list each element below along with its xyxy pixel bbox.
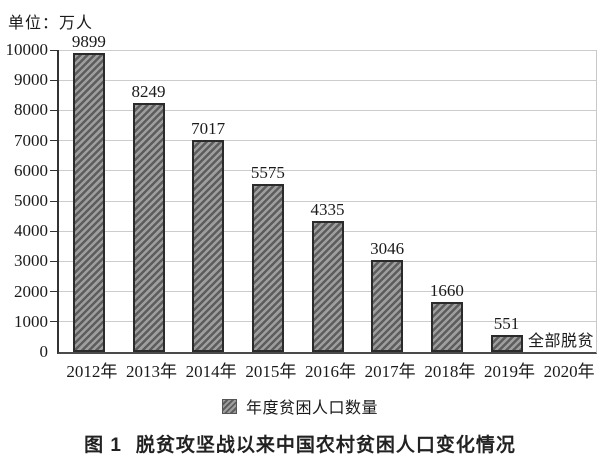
y-tick-label: 0 (39, 342, 49, 361)
gridline (59, 140, 596, 142)
bar-value-label: 5575 (250, 163, 285, 182)
gridline (59, 170, 596, 172)
x-tick-label: 2017年 (364, 362, 416, 381)
x-tick-label: 2019年 (484, 362, 535, 381)
figure-caption: 图 1 脱贫攻坚战以来中国农村贫困人口变化情况 (0, 430, 600, 457)
y-axis-tick (50, 140, 57, 142)
bar (371, 260, 404, 352)
x-tick-label: 2012年 (66, 362, 118, 381)
gridline (59, 79, 596, 81)
bar (490, 335, 523, 352)
y-tick-label: 9000 (14, 70, 48, 90)
y-tick-label: 1000 (14, 311, 48, 331)
x-tick-label: 2013年 (126, 362, 177, 381)
x-tick-label: 2018年 (424, 362, 476, 381)
legend-label: 年度贫困人口数量 (245, 400, 378, 417)
unit-label: 单位：万人 (8, 15, 94, 32)
y-tick-label: 8000 (14, 100, 48, 120)
bar-value-label: 4335 (310, 200, 345, 219)
plot-area: 0 1000 2000 3000 4000 5000 6000 7000 8000 9000 100… (6, 33, 597, 381)
bar-value-label: 1660 (429, 281, 464, 300)
gridline (59, 200, 596, 202)
y-axis-tick (50, 260, 57, 262)
bar-value-label: 7017 (191, 119, 226, 138)
bar (311, 221, 344, 352)
x-tick-label: 2016年 (305, 362, 356, 381)
x-tick-label: 2014年 (185, 362, 237, 381)
bar (192, 140, 225, 352)
y-tick-label: 2000 (14, 281, 48, 301)
y-tick-label: 5000 (14, 191, 48, 210)
x-tick-label: 2015年 (245, 362, 297, 381)
y-tick-label: 6000 (14, 160, 48, 180)
y-axis-tick (50, 321, 57, 323)
bar-value-label: 9899 (71, 32, 106, 51)
y-axis-tick (50, 200, 57, 202)
y-axis-tick (50, 230, 57, 232)
gridline (59, 49, 596, 51)
legend-swatch-hatched (221, 398, 237, 414)
bar (430, 302, 463, 352)
y-tick-label: 10000 (5, 40, 49, 59)
bar (251, 184, 284, 352)
bar-value-label: 3046 (370, 239, 405, 258)
y-tick-label: 3000 (14, 251, 48, 271)
zero-annotation: 全部脱贫 (527, 333, 594, 350)
y-tick-label: 4000 (14, 221, 48, 241)
legend: 年度贫困人口数量 (0, 394, 600, 418)
y-axis-tick (50, 49, 57, 51)
bar (72, 53, 105, 352)
bar (132, 103, 165, 352)
bar-value-label: 551 (493, 314, 520, 333)
x-tick-label: 2020年 (543, 362, 595, 381)
gridline (59, 109, 596, 111)
y-tick-label: 7000 (14, 130, 48, 150)
bar-value-label: 8249 (131, 82, 166, 101)
figure-number: 图 1 (84, 435, 122, 456)
y-axis-tick (50, 79, 57, 81)
y-axis-tick (50, 170, 57, 172)
y-axis-tick (50, 291, 57, 293)
figure-caption-text: 脱贫攻坚战以来中国农村贫困人口变化情况 (135, 435, 516, 456)
y-axis-tick (50, 109, 57, 111)
